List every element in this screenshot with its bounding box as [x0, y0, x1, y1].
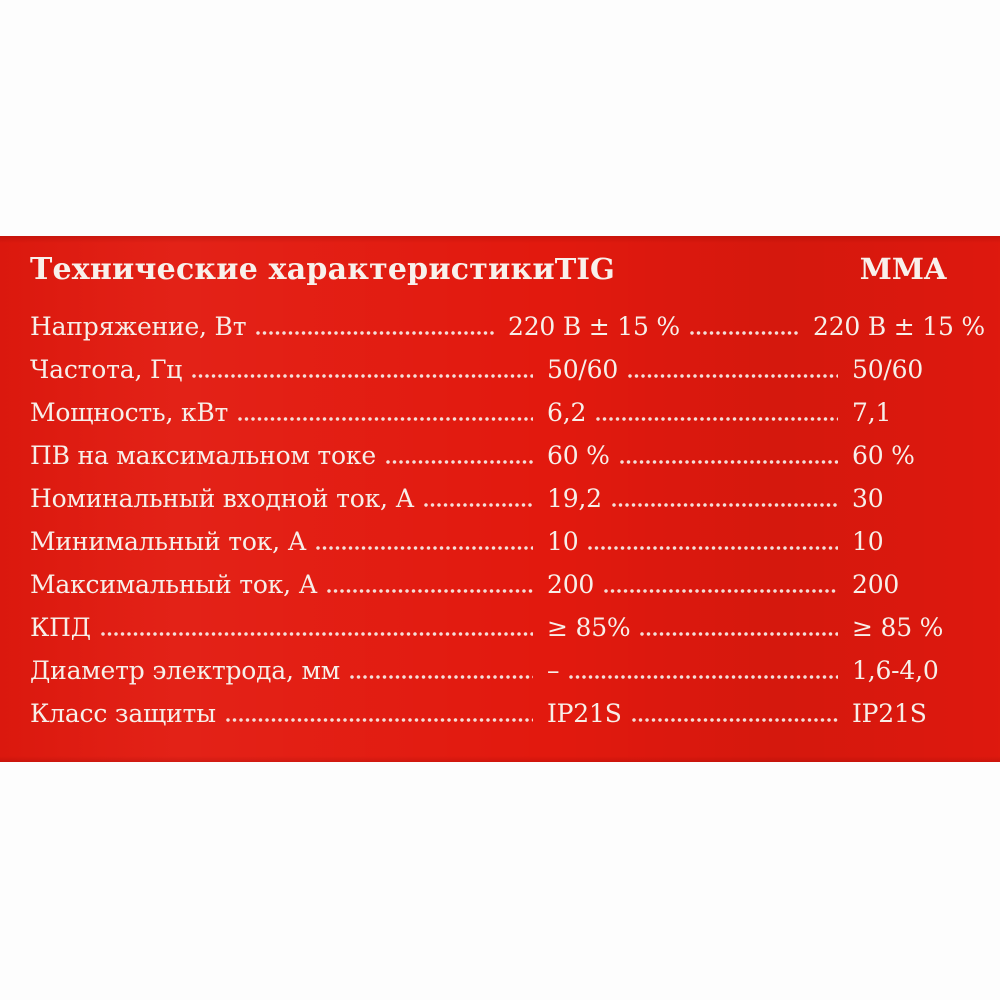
tig-value: 19,2 — [547, 484, 602, 513]
tig-cell: 50/60 — [547, 355, 852, 384]
row-label: Номинальный входной ток, А — [30, 484, 415, 513]
mma-value: 10 — [852, 527, 884, 556]
mma-value: 60 % — [852, 441, 915, 470]
tig-value: 10 — [547, 527, 579, 556]
tig-cell: 19,2 — [547, 484, 852, 513]
dot-leader — [569, 675, 838, 679]
row-label: Максимальный ток, А — [30, 570, 318, 599]
dot-leader — [596, 417, 838, 421]
tig-value: IP21S — [547, 699, 622, 728]
dot-leader — [385, 460, 533, 464]
tig-cell: – — [547, 656, 852, 685]
dot-leader — [604, 589, 838, 593]
row-label: Класс защиты — [30, 699, 216, 728]
dot-leader — [327, 589, 533, 593]
dot-leader — [611, 503, 838, 507]
tig-value: ≥ 85% — [547, 613, 631, 642]
row-label: КПД — [30, 613, 91, 642]
dot-leader — [619, 460, 838, 464]
dot-leader — [631, 718, 838, 722]
tig-cell: ≥ 85% — [547, 613, 852, 642]
mma-value: IP21S — [852, 699, 927, 728]
tig-cell: 6,2 — [547, 398, 852, 427]
row-label: Напряжение, Вт — [30, 312, 247, 341]
row-label: Минимальный ток, А — [30, 527, 307, 556]
dot-leader — [690, 331, 799, 335]
dot-leader — [350, 675, 533, 679]
dot-leader — [640, 632, 838, 636]
table-row: ПВ на максимальном токе 60 % 60 % — [30, 441, 985, 484]
spec-table-title: Технические характеристики — [30, 252, 555, 287]
row-label: Диаметр электрода, мм — [30, 656, 340, 685]
table-row: КПД ≥ 85% ≥ 85 % — [30, 613, 985, 656]
mma-value: 50/60 — [852, 355, 924, 384]
dot-leader — [628, 374, 838, 378]
tig-cell: IP21S — [547, 699, 852, 728]
table-row: Минимальный ток, А 10 10 — [30, 527, 985, 570]
spec-table-header: Технические характеристики TIG MMA — [30, 252, 985, 294]
tig-value: 60 % — [547, 441, 610, 470]
tig-value: 50/60 — [547, 355, 619, 384]
table-row: Номинальный входной ток, А 19,2 30 — [30, 484, 985, 527]
row-label: Мощность, кВт — [30, 398, 229, 427]
dot-leader — [316, 546, 533, 550]
tig-value: 6,2 — [547, 398, 587, 427]
mma-value: 1,6-4,0 — [852, 656, 939, 685]
table-row: Мощность, кВт 6,2 7,1 — [30, 398, 985, 441]
dot-leader — [192, 374, 533, 378]
table-row: Максимальный ток, А 200 200 — [30, 570, 985, 613]
table-row: Частота, Гц 50/60 50/60 — [30, 355, 985, 398]
dot-leader — [424, 503, 533, 507]
tig-cell: 200 — [547, 570, 852, 599]
column-header-tig: TIG — [554, 252, 615, 286]
tig-value: – — [547, 656, 560, 685]
column-header-mma: MMA — [859, 252, 947, 286]
spec-table-panel: Технические характеристики TIG MMA Напря… — [0, 236, 1000, 762]
tig-cell: 220 В ± 15 % — [508, 312, 813, 341]
dot-leader — [588, 546, 838, 550]
dot-leader — [225, 718, 533, 722]
mma-value: 220 В ± 15 % — [813, 312, 985, 341]
dot-leader — [100, 632, 533, 636]
mma-value: 200 — [852, 570, 900, 599]
table-row: Напряжение, Вт 220 В ± 15 % 220 В ± 15 % — [30, 312, 985, 355]
row-label: ПВ на максимальном токе — [30, 441, 376, 470]
dot-leader — [256, 331, 494, 335]
dot-leader — [238, 417, 533, 421]
table-row: Класс защиты IP21S IP21S — [30, 699, 985, 742]
mma-value: ≥ 85 % — [852, 613, 944, 642]
mma-value: 30 — [852, 484, 884, 513]
row-label: Частота, Гц — [30, 355, 183, 384]
tig-value: 200 — [547, 570, 595, 599]
tig-cell: 10 — [547, 527, 852, 556]
table-row: Диаметр электрода, мм – 1,6-4,0 — [30, 656, 985, 699]
mma-value: 7,1 — [852, 398, 892, 427]
tig-cell: 60 % — [547, 441, 852, 470]
tig-value: 220 В ± 15 % — [508, 312, 680, 341]
